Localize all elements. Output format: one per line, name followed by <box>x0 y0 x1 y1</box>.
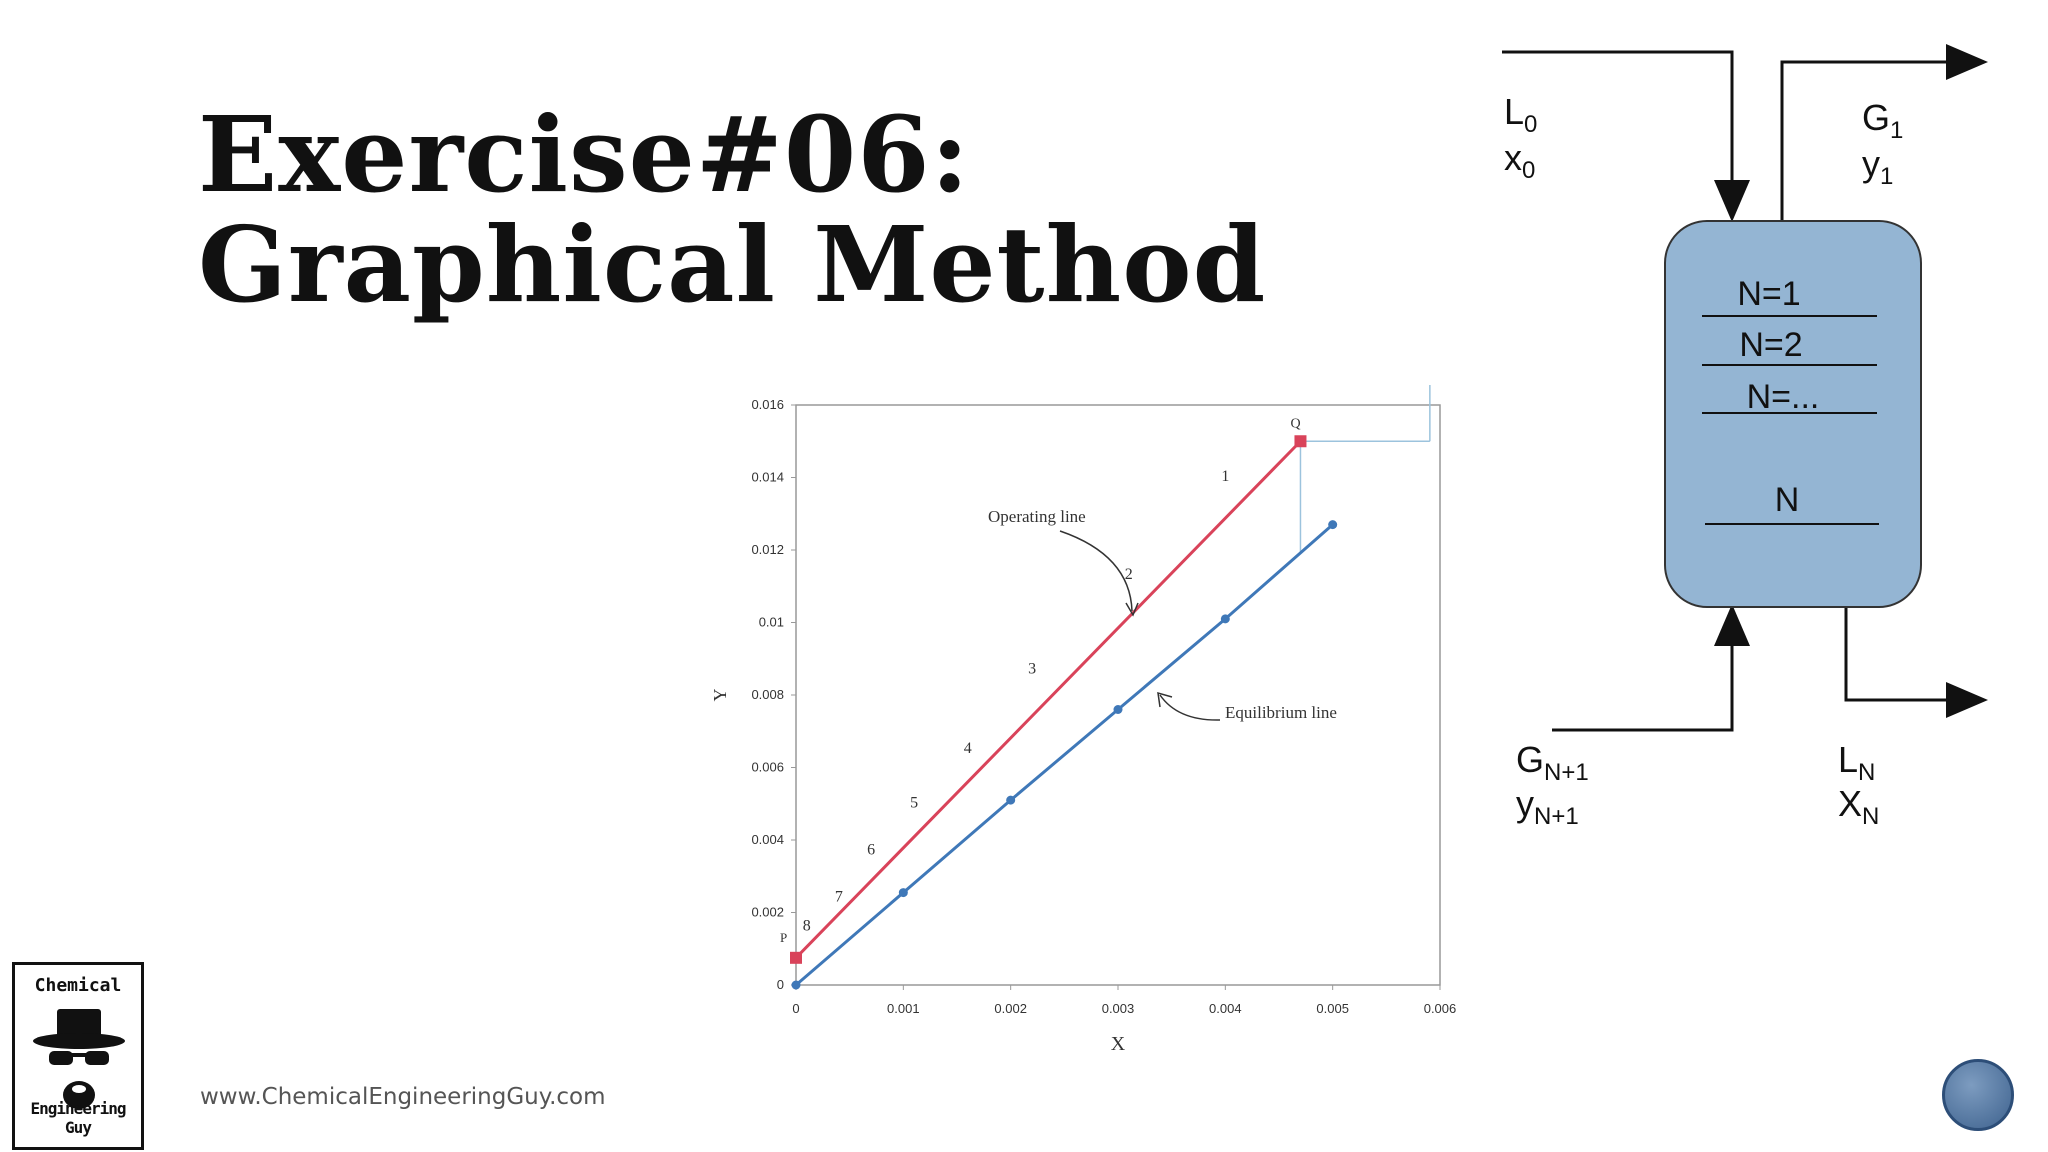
operating-line <box>794 440 1302 959</box>
equilibrium-point <box>1328 520 1338 530</box>
equilibrium-line-annotation-arrow <box>1159 694 1221 721</box>
endpoint-label-p: P <box>780 930 787 945</box>
stage-label-1: N=1 <box>1737 275 1800 313</box>
x-tick-label: 0.001 <box>887 1001 920 1016</box>
stage-number-label: 1 <box>1221 468 1229 485</box>
stage-number-label: 5 <box>910 794 918 811</box>
y-tick-label: 0 <box>777 977 784 992</box>
x-tick-label: 0.004 <box>1209 1001 1242 1016</box>
operating-line-annotation-arrowhead <box>1125 602 1139 617</box>
y-tick-label: 0.016 <box>751 397 784 412</box>
equilibrium-point <box>898 888 908 898</box>
equilibrium-point <box>1220 614 1230 624</box>
detective-hat-icon <box>33 1009 125 1109</box>
logo-text-bottom: Engineering Guy <box>30 1099 127 1137</box>
operating-endpoint <box>1294 435 1307 448</box>
x-axis-label: X <box>1111 1033 1126 1055</box>
liquid-inlet-line <box>1502 50 1750 222</box>
slide-title: Exercise#06: Graphical Method <box>198 100 1266 320</box>
x-tick-label: 0.002 <box>994 1001 1027 1016</box>
gas-inlet-line <box>1552 604 1750 732</box>
y-tick-label: 0.012 <box>751 542 784 557</box>
x-tick-label: 0 <box>792 1001 799 1016</box>
stage-number-label: 6 <box>867 842 875 859</box>
y-tick-label: 0.014 <box>751 470 784 485</box>
plot-frame <box>795 404 1441 986</box>
stream-l0-comp: x0 <box>1504 137 1535 184</box>
mccabe-thiele-chart: 0 0.001 0.002 0.003 0.004 0.005 0.006 0 0.002 0.0… <box>710 385 1457 1055</box>
y-tick-label: 0.006 <box>751 760 784 775</box>
stage-label-3: N=... <box>1747 378 1820 416</box>
stream-g1-flow: G1 <box>1862 97 1903 144</box>
y-tick-label: 0.008 <box>751 687 784 702</box>
endpoint-label-q: Q <box>1290 416 1300 431</box>
stage-number-label: 8 <box>803 918 811 935</box>
y-tick-label: 0.004 <box>751 832 784 847</box>
stream-ln-comp: XN <box>1838 783 1879 830</box>
liquid-outlet-line <box>1844 606 1988 718</box>
x-tick-label: 0.005 <box>1316 1001 1349 1016</box>
y-axis-label: Y <box>710 689 730 702</box>
operating-endpoint <box>790 951 802 964</box>
y-tick-label: 0.01 <box>759 615 784 630</box>
stream-gn1-comp: yN+1 <box>1516 783 1579 830</box>
stage-number-label: 7 <box>835 889 843 906</box>
logo-text-top: Chemical <box>34 975 122 996</box>
stream-g1-comp: y1 <box>1862 143 1893 190</box>
equilibrium-line <box>795 523 1334 987</box>
stage-number-label: 4 <box>964 740 972 757</box>
equilibrium-point <box>1113 705 1123 714</box>
operating-line-annotation: Operating line <box>988 507 1086 526</box>
stream-gn1-flow: GN+1 <box>1516 739 1589 786</box>
absorption-column-diagram: N=1 N=2 N=... N L0 x0 G1 y1 GN+1 yN+1 LN… <box>1502 44 1988 830</box>
gas-outlet-line <box>1780 44 1988 221</box>
y-tick-label: 0.002 <box>751 905 784 920</box>
website-url: www.ChemicalEngineeringGuy.com <box>200 1084 606 1110</box>
equilibrium-line-annotation-arrowhead <box>1157 691 1173 708</box>
stage-number-label: 3 <box>1028 660 1036 677</box>
title-line-1: Exercise#06: <box>198 93 971 216</box>
equilibrium-point <box>791 980 801 990</box>
title-line-2: Graphical Method <box>198 203 1267 326</box>
stage-number-label: 2 <box>1125 566 1133 583</box>
stream-l0-flow: L0 <box>1504 91 1537 138</box>
equilibrium-point <box>1006 795 1016 805</box>
stage-label-2: N=2 <box>1739 326 1802 364</box>
x-tick-label: 0.006 <box>1424 1001 1457 1016</box>
equilibrium-line-annotation: Equilibrium line <box>1225 703 1337 722</box>
next-slide-button[interactable] <box>1942 1059 2014 1131</box>
operating-line-annotation-arrow <box>1059 530 1133 612</box>
stage-label-n: N <box>1775 481 1800 519</box>
stream-ln-flow: LN <box>1838 739 1875 786</box>
brand-logo: Chemical Engineering Guy <box>12 962 144 1150</box>
x-tick-label: 0.003 <box>1102 1001 1135 1016</box>
